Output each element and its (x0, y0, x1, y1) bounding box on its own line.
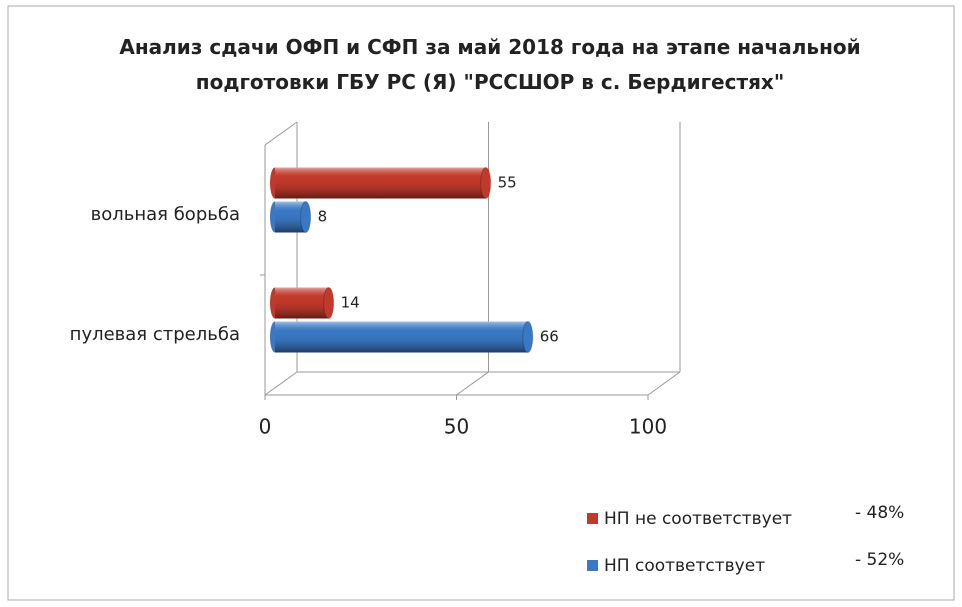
legend-swatch (587, 513, 598, 524)
data-label: 66 (540, 328, 559, 346)
data-label: 55 (498, 174, 517, 192)
bar (270, 287, 335, 319)
bar-cap (480, 167, 492, 199)
grid-line (264, 371, 298, 396)
bar (270, 321, 534, 353)
legend-label: НП не соответствует (604, 509, 792, 529)
bar-shade (275, 287, 329, 319)
chart-frame (7, 5, 955, 601)
legend-swatch (587, 560, 598, 571)
grid-line (647, 371, 681, 396)
legend-annotation: - 52% (855, 550, 904, 570)
bar-shade (275, 167, 486, 199)
chart-title: Анализ сдачи ОФП и СФП за май 2018 года … (119, 35, 861, 94)
bar-cap (522, 321, 534, 353)
legend-annotation: - 48% (855, 503, 904, 523)
data-label: 14 (341, 294, 360, 312)
axis-line (264, 121, 298, 146)
x-tick-label: 50 (444, 415, 469, 439)
bar-shade (275, 321, 528, 353)
bar-cap (300, 201, 312, 233)
data-label: 8 (318, 208, 328, 226)
x-tick-label: 0 (259, 415, 272, 439)
y-tick-label: пулевая стрельба (70, 324, 240, 345)
legend-label: НП соответствует (604, 556, 765, 576)
bar (270, 201, 312, 233)
bar (270, 167, 492, 199)
grid-line (456, 371, 489, 396)
bar-cap (323, 287, 335, 319)
x-tick-label: 100 (629, 415, 667, 439)
bar-shade (275, 201, 306, 233)
y-tick-label: вольная борьба (91, 204, 240, 225)
